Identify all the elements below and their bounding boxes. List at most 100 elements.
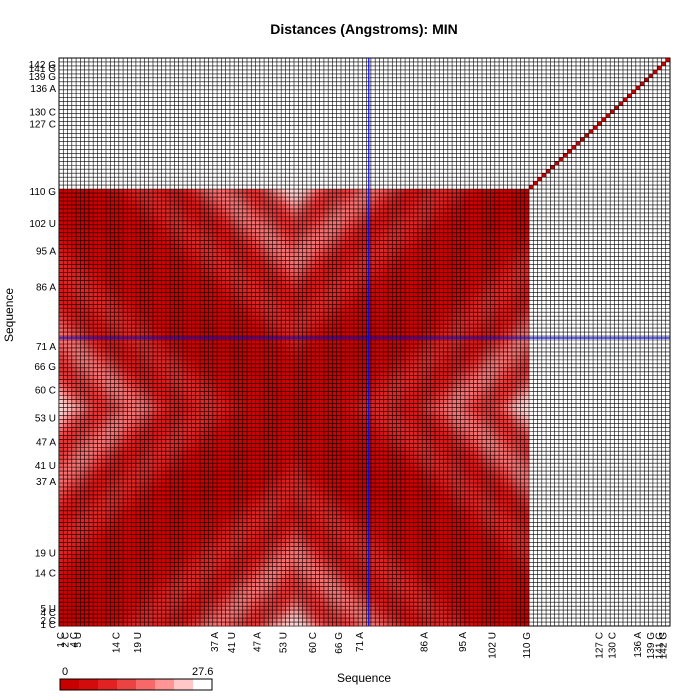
legend-max-label: 27.6 [192,666,214,678]
heatmap-cell [170,312,175,317]
heatmap-cell [88,463,94,468]
heatmap-cell [217,510,222,516]
heatmap-cell [114,459,120,464]
heatmap-cell [101,439,107,444]
heatmap-cell [101,193,107,198]
heatmap-cell [118,220,124,226]
heatmap-cell [229,300,235,305]
heatmap-cell [229,427,235,432]
heatmap-cell [101,530,107,535]
heatmap-cell [148,610,154,615]
heatmap-cell [84,550,90,555]
heatmap-cell [238,463,244,468]
heatmap-cell [80,510,85,516]
heatmap-cell [127,236,132,242]
heatmap-cell [80,272,85,277]
heatmap-cell [195,498,201,504]
heatmap-cell [106,351,111,357]
heatmap-cell [80,324,85,329]
heatmap-cell [238,546,244,551]
heatmap-cell [170,427,175,432]
heatmap-cell [59,193,64,198]
heatmap-cell [84,486,90,492]
heatmap-cell [208,288,214,293]
heatmap-cell [71,506,77,512]
heatmap-cell [71,455,77,460]
heatmap-cell [191,359,197,365]
heatmap-cell [217,391,222,396]
heatmap-cell [148,494,154,500]
heatmap-cell [208,427,214,432]
heatmap-cell [127,288,132,293]
heatmap-cell [170,431,175,436]
heatmap-cell [63,272,68,277]
heatmap-cell [238,471,244,476]
heatmap-cell [144,494,150,500]
heatmap-cell [148,395,154,400]
heatmap-cell [101,312,107,317]
heatmap-cell [106,256,111,261]
heatmap-cell [212,375,218,381]
heatmap-cell [182,220,188,226]
heatmap-cell [101,494,107,500]
heatmap-cell [238,578,244,583]
heatmap-cell [135,204,141,210]
heatmap-cell [148,538,154,543]
heatmap-cell [195,236,201,242]
heatmap-cell [178,280,184,285]
heatmap-cell [153,506,158,512]
heatmap-cell [71,189,77,194]
heatmap-cell [242,403,248,408]
heatmap-cell [59,351,64,357]
heatmap-cell [140,494,145,500]
heatmap-cell [106,502,111,508]
heatmap-cell [238,566,244,571]
heatmap-cell [63,455,68,460]
heatmap-cell [195,598,201,603]
heatmap-cell [101,399,107,404]
heatmap-cell [208,467,214,472]
heatmap-cell [114,359,120,365]
heatmap-cell [135,240,141,245]
heatmap-cell [191,447,197,452]
heatmap-cell [127,586,132,591]
heatmap-cell [170,212,175,218]
heatmap-cell [153,435,158,440]
heatmap-cell [229,351,235,357]
heatmap-cell [127,399,132,404]
heatmap-cell [217,506,222,512]
heatmap-cell [204,562,209,567]
heatmap-cell [229,284,235,289]
heatmap-cell [97,522,103,527]
heatmap-cell [153,220,158,226]
heatmap-cell [234,467,239,472]
heatmap-cell [110,566,115,571]
heatmap-cell [212,554,218,559]
heatmap-cell [161,200,167,206]
heatmap-cell [110,316,115,321]
heatmap-cell [123,498,128,504]
heatmap-cell [76,288,81,293]
heatmap-cell [182,443,188,448]
heatmap-cell [76,403,81,408]
heatmap-cell [93,204,98,210]
heatmap-cell [88,193,94,198]
heatmap-cell [182,447,188,452]
heatmap-cell [187,427,192,432]
heatmap-cell [140,538,145,543]
heatmap-cell [76,610,81,615]
heatmap-cell [80,244,85,249]
heatmap-cell [93,193,98,198]
heatmap-cell [170,387,175,392]
heatmap-cell [238,304,244,309]
heatmap-cell [131,391,137,396]
heatmap-cell [247,276,252,281]
heatmap-cell [195,312,201,317]
heatmap-cell [242,490,248,496]
heatmap-cell [242,475,248,480]
heatmap-cell [208,443,214,448]
heatmap-cell [101,332,107,337]
heatmap-cell [140,622,145,627]
heatmap-cell [204,260,209,265]
heatmap-cell [84,399,90,404]
